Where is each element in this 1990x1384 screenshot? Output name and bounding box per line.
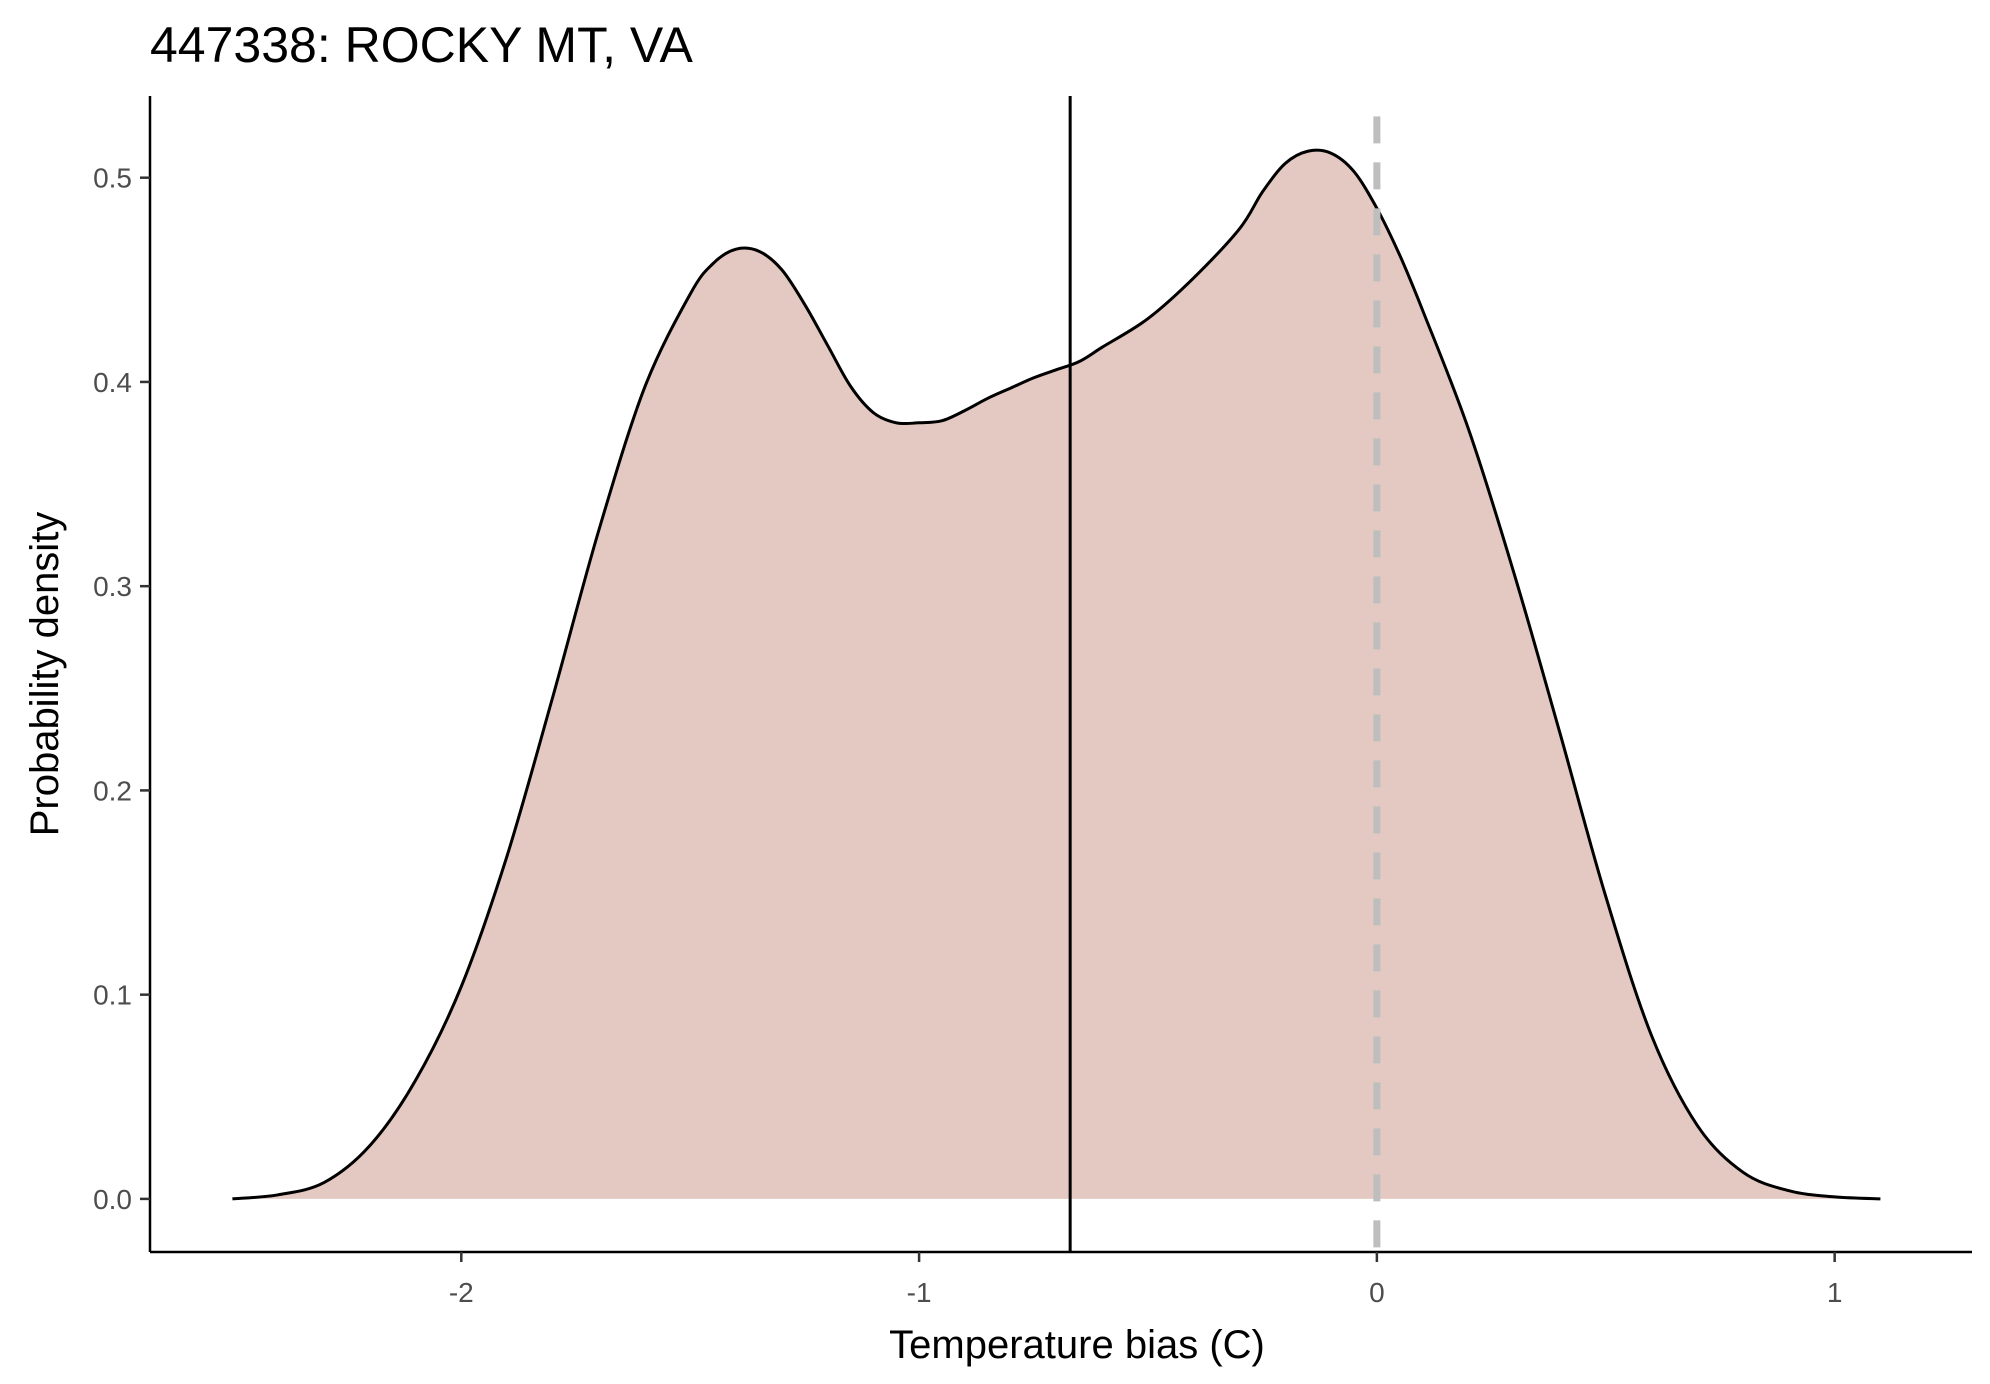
x-tick-label: 0	[1369, 1277, 1385, 1308]
y-axis-ticks: 0.0 0.1 0.2 0.3 0.4 0.5	[93, 163, 150, 1215]
density-area-fill	[232, 150, 1881, 1199]
x-tick-label: 1	[1827, 1277, 1843, 1308]
y-tick-label: 0.5	[93, 163, 132, 194]
x-tick-label: -1	[907, 1277, 932, 1308]
y-tick-label: 0.3	[93, 571, 132, 602]
plot-area	[232, 96, 1881, 1252]
x-axis-ticks: -2 -1 0 1	[449, 1252, 1843, 1308]
chart-title: 447338: ROCKY MT, VA	[150, 17, 693, 73]
x-axis-title: Temperature bias (C)	[889, 1323, 1265, 1367]
y-tick-label: 0.4	[93, 367, 132, 398]
density-curve	[232, 148, 1881, 1201]
y-axis-title: Probability density	[23, 512, 67, 837]
y-tick-label: 0.0	[93, 1184, 132, 1215]
x-tick-label: -2	[449, 1277, 474, 1308]
y-tick-label: 0.1	[93, 980, 132, 1011]
y-tick-label: 0.2	[93, 775, 132, 806]
